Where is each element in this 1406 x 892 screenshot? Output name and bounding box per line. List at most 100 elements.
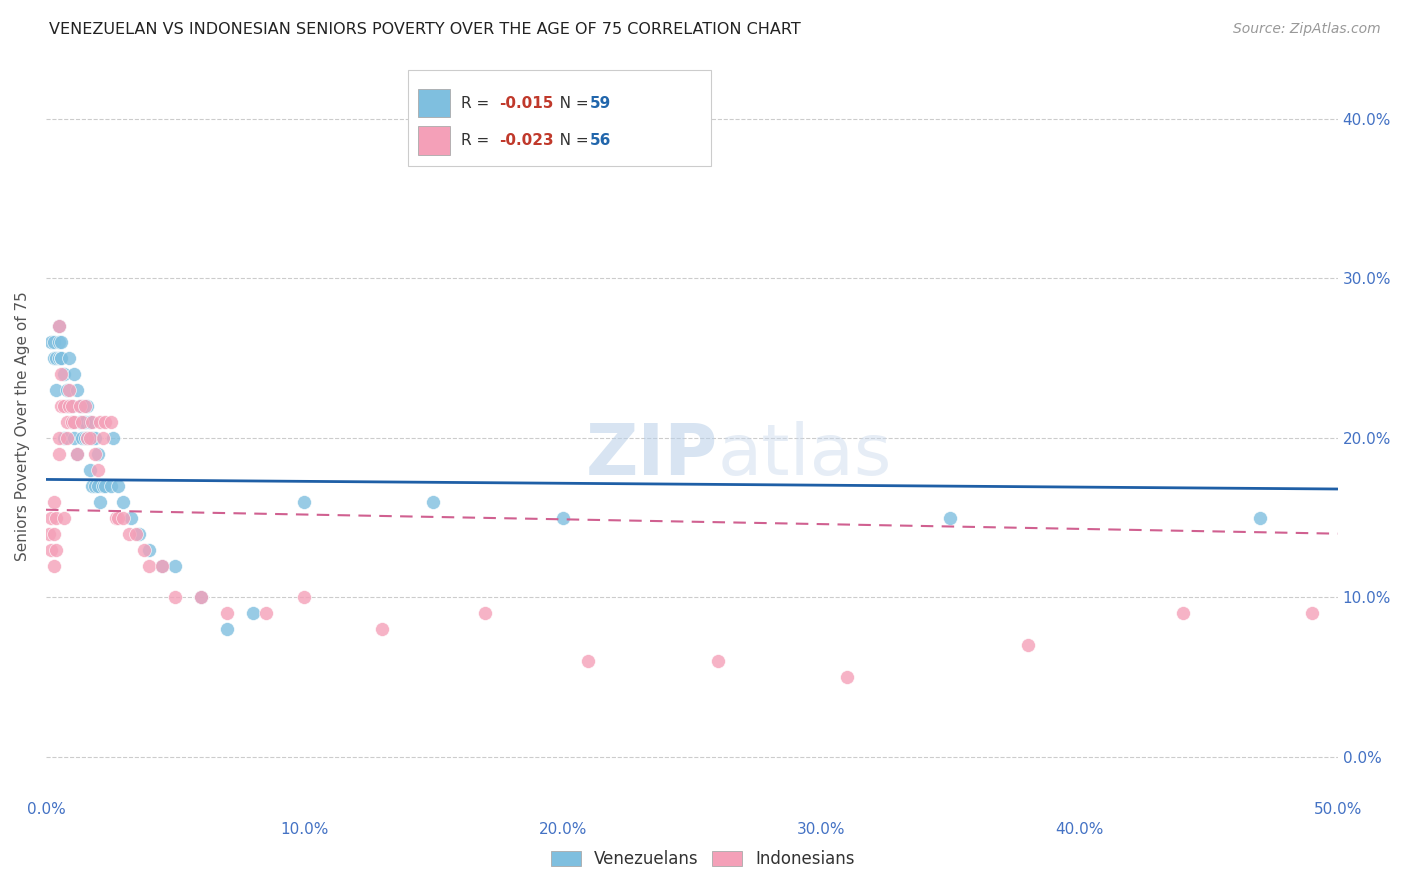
Point	[58, 399, 80, 413]
Point	[60, 415, 83, 429]
Point	[66, 447, 89, 461]
Point	[55, 383, 77, 397]
Point	[150, 558, 173, 573]
Point	[86, 479, 108, 493]
Point	[89, 495, 111, 509]
Point	[82, 431, 104, 445]
Point	[48, 447, 70, 461]
Point	[939, 510, 962, 524]
FancyBboxPatch shape	[418, 89, 450, 118]
Point	[45, 510, 67, 524]
Point	[73, 431, 96, 445]
Point	[60, 399, 83, 413]
Point	[55, 431, 77, 445]
Point	[474, 607, 496, 621]
Point	[70, 399, 93, 413]
Text: N =: N =	[544, 133, 593, 148]
Point	[48, 351, 70, 366]
Point	[73, 415, 96, 429]
Point	[39, 335, 62, 350]
Point	[94, 415, 117, 429]
Point	[51, 399, 73, 413]
Text: Source: ZipAtlas.com: Source: ZipAtlas.com	[1233, 22, 1381, 37]
Point	[66, 383, 89, 397]
Point	[128, 526, 150, 541]
Point	[48, 431, 70, 445]
Point	[84, 479, 107, 493]
Point	[112, 510, 135, 524]
Point	[66, 447, 89, 461]
Text: 20.0%: 20.0%	[538, 822, 586, 837]
Point	[138, 542, 160, 557]
Point	[48, 319, 70, 334]
Point	[38, 526, 60, 541]
Point	[51, 335, 73, 350]
Point	[1301, 607, 1323, 621]
Point	[69, 399, 91, 413]
Text: 59: 59	[589, 95, 612, 111]
Point	[89, 415, 111, 429]
Text: R =: R =	[461, 95, 494, 111]
Point	[79, 431, 101, 445]
Point	[53, 399, 76, 413]
Point	[55, 399, 77, 413]
Point	[60, 399, 83, 413]
Text: -0.015: -0.015	[499, 95, 554, 111]
Text: VENEZUELAN VS INDONESIAN SENIORS POVERTY OVER THE AGE OF 75 CORRELATION CHART: VENEZUELAN VS INDONESIAN SENIORS POVERTY…	[49, 22, 801, 37]
Point	[69, 415, 91, 429]
Text: atlas: atlas	[717, 421, 891, 491]
Point	[63, 431, 86, 445]
Point	[371, 623, 394, 637]
Point	[190, 591, 212, 605]
Point	[86, 447, 108, 461]
Point	[706, 654, 728, 668]
Text: 30.0%: 30.0%	[797, 822, 845, 837]
Point	[138, 558, 160, 573]
Point	[254, 607, 277, 621]
Point	[91, 479, 114, 493]
Point	[42, 526, 65, 541]
Point	[112, 495, 135, 509]
Point	[117, 526, 139, 541]
Point	[39, 542, 62, 557]
Point	[45, 351, 67, 366]
Point	[86, 463, 108, 477]
Point	[190, 591, 212, 605]
FancyBboxPatch shape	[418, 127, 450, 154]
Point	[215, 607, 238, 621]
Point	[1017, 638, 1039, 652]
Point	[51, 367, 73, 381]
Point	[292, 591, 315, 605]
Point	[107, 510, 129, 524]
Point	[70, 415, 93, 429]
Point	[53, 431, 76, 445]
Point	[104, 510, 127, 524]
Text: N =: N =	[544, 95, 593, 111]
Point	[215, 623, 238, 637]
Point	[79, 415, 101, 429]
Point	[107, 479, 129, 493]
Point	[42, 558, 65, 573]
Point	[42, 351, 65, 366]
Point	[63, 415, 86, 429]
Point	[91, 431, 114, 445]
Y-axis label: Seniors Poverty Over the Age of 75: Seniors Poverty Over the Age of 75	[15, 291, 30, 561]
Text: 56: 56	[589, 133, 612, 148]
Point	[55, 415, 77, 429]
Point	[48, 319, 70, 334]
Text: R =: R =	[461, 133, 494, 148]
Point	[73, 399, 96, 413]
Point	[120, 510, 142, 524]
Point	[150, 558, 173, 573]
Point	[422, 495, 444, 509]
Text: 10.0%: 10.0%	[280, 822, 329, 837]
Point	[58, 351, 80, 366]
Point	[292, 495, 315, 509]
Point	[42, 335, 65, 350]
Point	[76, 431, 98, 445]
Point	[125, 526, 148, 541]
Point	[82, 415, 104, 429]
Point	[242, 607, 264, 621]
Point	[1171, 607, 1194, 621]
Point	[51, 351, 73, 366]
